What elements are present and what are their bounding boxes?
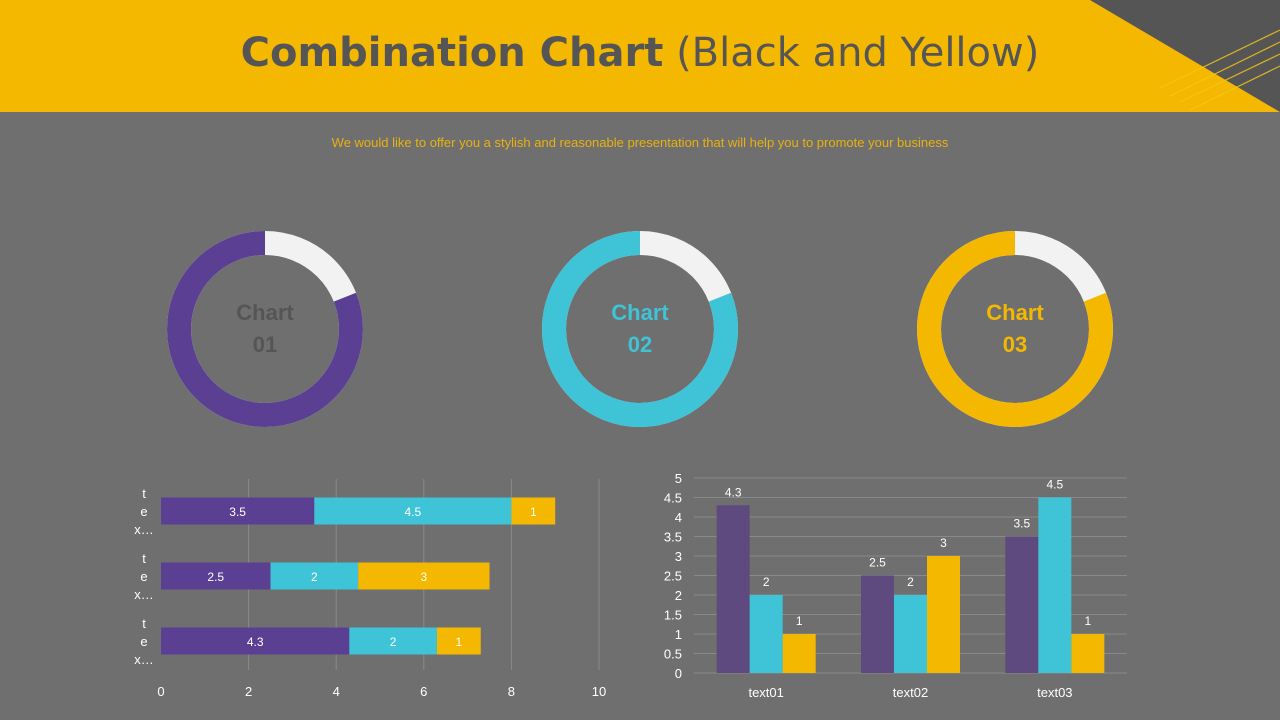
data-label: 4.3 xyxy=(247,635,264,649)
data-label: 2 xyxy=(763,575,770,589)
column-bar xyxy=(716,505,750,673)
donut-label-line1: Chart xyxy=(611,300,669,325)
x-tick-label: 0 xyxy=(157,684,164,699)
data-label: 1 xyxy=(796,614,803,628)
donut-ring xyxy=(917,231,1113,427)
data-label: 2 xyxy=(907,575,914,589)
column-bar xyxy=(1071,634,1105,673)
y-tick-label: 4.5 xyxy=(664,491,682,506)
clustered-column-chart: 0 0.5 1 1.5 2 2.5 3 3.5 4 4.5 5 4.3 2 1 text01 2.5 2 3 tex… xyxy=(664,471,1127,700)
category-label: x… xyxy=(134,587,154,602)
y-tick-label: 0.5 xyxy=(664,647,682,662)
data-label: 4.5 xyxy=(1046,478,1063,492)
donut-label: Chart 03 xyxy=(915,297,1115,361)
subtitle: We would like to offer you a stylish and… xyxy=(331,135,949,150)
donut-label: Chart 01 xyxy=(165,297,365,361)
donut-label-line2: 01 xyxy=(252,332,278,357)
y-tick-label: 3.5 xyxy=(664,530,682,545)
bar-segment xyxy=(161,562,271,590)
data-label: 1 xyxy=(455,635,462,649)
data-label: 2.5 xyxy=(207,570,224,584)
bar-segment xyxy=(270,562,359,590)
x-tick-label: 8 xyxy=(508,684,515,699)
bar-segment xyxy=(161,497,315,525)
category-label: e xyxy=(140,569,147,584)
category-label: e xyxy=(140,504,147,519)
donut-chart-03: Chart 03 xyxy=(915,229,1115,429)
x-tick-label: 10 xyxy=(592,684,606,699)
category-label: x… xyxy=(134,522,154,537)
donut-value-segment xyxy=(167,231,363,427)
column-bar xyxy=(782,634,816,673)
data-label: 3.5 xyxy=(229,505,246,519)
category-label: t xyxy=(142,616,146,631)
donut-label-line2: 02 xyxy=(627,332,653,357)
header-decoration xyxy=(1090,0,1280,112)
category-label: text03 xyxy=(1037,685,1072,700)
data-label: 1 xyxy=(1084,614,1091,628)
category-label: e xyxy=(140,634,147,649)
data-label: 4.5 xyxy=(405,505,422,519)
column-bar xyxy=(927,556,960,673)
donut-label-line1: Chart xyxy=(986,300,1044,325)
x-tick-label: 2 xyxy=(245,684,252,699)
y-tick-label: 1.5 xyxy=(664,608,682,623)
data-label: 3.5 xyxy=(1013,517,1030,531)
donut-ring xyxy=(542,231,738,427)
x-tick-label: 6 xyxy=(420,684,427,699)
column-bar xyxy=(749,595,783,673)
donut-chart-01: Chart 01 xyxy=(165,229,365,429)
data-label: 3 xyxy=(940,536,947,550)
category-label: t xyxy=(142,551,146,566)
data-label: 1 xyxy=(530,505,537,519)
data-label: 2.5 xyxy=(869,556,886,570)
column-bar xyxy=(1038,497,1072,673)
category-label: x… xyxy=(134,652,154,667)
y-tick-label: 0 xyxy=(675,666,682,681)
data-label: 2 xyxy=(311,570,318,584)
donut-value-segment xyxy=(542,231,738,427)
y-tick-label: 3 xyxy=(675,549,682,564)
title-bold: Combination Chart xyxy=(240,30,664,76)
donut-label: Chart 02 xyxy=(540,297,740,361)
bar-segment xyxy=(161,627,350,655)
donut-chart-02: Chart 02 xyxy=(540,229,740,429)
bar-segment xyxy=(358,562,490,590)
title-rest: (Black and Yellow) xyxy=(676,30,1040,76)
header-banner xyxy=(0,0,1280,112)
category-label: text01 xyxy=(748,685,783,700)
donut-label-line2: 03 xyxy=(1002,332,1028,357)
bar-segment xyxy=(511,497,556,525)
y-tick-label: 2.5 xyxy=(664,569,682,584)
bar-segment xyxy=(349,627,437,655)
data-label: 2 xyxy=(390,635,397,649)
category-label: text02 xyxy=(893,685,928,700)
data-label: 4.3 xyxy=(725,485,742,499)
data-label: 3 xyxy=(420,570,427,584)
bar-segment xyxy=(436,627,481,655)
y-tick-label: 1 xyxy=(675,627,682,642)
y-tick-label: 4 xyxy=(675,510,682,525)
donut-ring xyxy=(167,231,363,427)
category-label: t xyxy=(142,486,146,501)
y-tick-label: 2 xyxy=(675,588,682,603)
donut-label-line1: Chart xyxy=(236,300,294,325)
y-tick-label: 5 xyxy=(675,471,682,486)
column-bar xyxy=(894,595,927,673)
x-tick-label: 4 xyxy=(333,684,340,699)
bar-segment xyxy=(314,497,512,525)
donut-value-segment xyxy=(917,231,1113,427)
column-bar xyxy=(1005,536,1039,673)
page-title: Combination Chart (Black and Yellow) xyxy=(0,30,1280,76)
column-bar xyxy=(861,575,894,673)
